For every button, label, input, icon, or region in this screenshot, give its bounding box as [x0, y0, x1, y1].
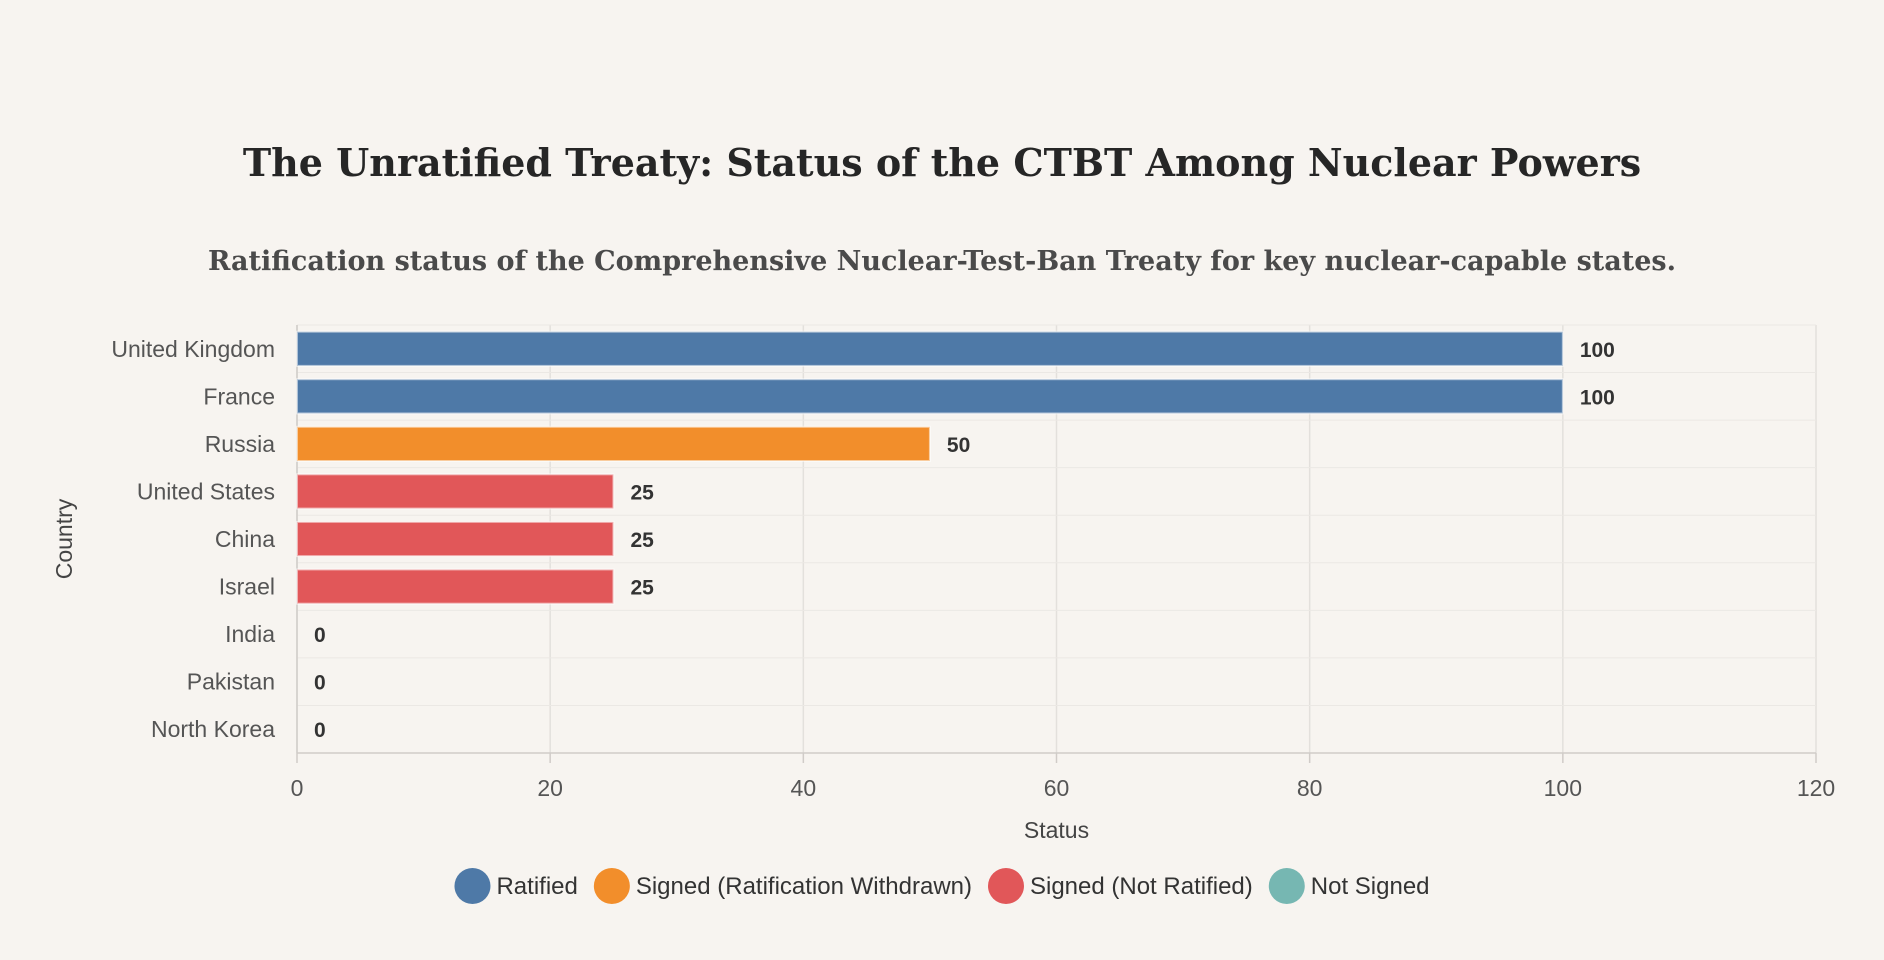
- data-label: 25: [630, 481, 654, 504]
- bar-united-kingdom: [296, 330, 1564, 367]
- y-axis-title: Country: [51, 498, 77, 579]
- legend-label: Signed (Ratification Withdrawn): [636, 873, 972, 900]
- data-label: 25: [630, 577, 654, 600]
- y-tick-label: United Kingdom: [111, 336, 275, 362]
- chart-title: The Unratified Treaty: Status of the CTB…: [242, 140, 1642, 185]
- data-label: 25: [630, 529, 654, 552]
- x-tick-label: 120: [1797, 775, 1835, 801]
- bar-russia: [296, 425, 931, 463]
- x-tick-label: 20: [537, 775, 563, 801]
- legend: Ratified Signed (Ratification Withdrawn) S…: [454, 868, 1430, 904]
- y-tick-label: China: [215, 526, 275, 552]
- x-tick-label: 0: [291, 775, 304, 801]
- y-tick-label: India: [225, 621, 275, 647]
- legend-item-signed-not-ratified[interactable]: Signed (Not Ratified): [987, 868, 1253, 904]
- data-label: 50: [947, 434, 970, 457]
- legend-swatch: [454, 868, 491, 904]
- legend-item-not-signed[interactable]: Not Signed: [1268, 868, 1430, 904]
- y-tick-label: Russia: [205, 431, 276, 457]
- chart-subtitle: Ratification status of the Comprehensive…: [207, 246, 1677, 277]
- y-tick-label: France: [203, 383, 275, 409]
- legend-label: Signed (Not Ratified): [1030, 873, 1253, 900]
- legend-label: Ratified: [496, 873, 577, 900]
- x-tick-label: 60: [1044, 775, 1070, 801]
- bar-france: [296, 378, 1564, 415]
- bar-israel: [296, 568, 615, 605]
- legend-swatch: [593, 868, 630, 904]
- bar-china: [296, 520, 615, 558]
- data-label: 100: [1580, 339, 1615, 362]
- y-tick-label: Pakistan: [187, 669, 275, 695]
- x-axis-title: Status: [1024, 817, 1089, 843]
- data-label: 0: [314, 672, 326, 695]
- bars: [296, 330, 1564, 605]
- bar-united-states: [296, 473, 615, 510]
- legend-item-signed-ratification-withdrawn[interactable]: Signed (Ratification Withdrawn): [593, 868, 972, 904]
- legend-swatch: [1268, 868, 1305, 904]
- legend-swatch: [987, 868, 1024, 904]
- data-label: 0: [314, 719, 326, 742]
- x-tick-label: 40: [791, 775, 817, 801]
- data-labels: 100 100 50 25 25 25 0 0 0: [314, 339, 1615, 742]
- x-tick-labels: 0 20 40 60 80 100 120: [291, 775, 1836, 801]
- y-tick-label: United States: [137, 478, 275, 504]
- data-label: 100: [1580, 386, 1615, 409]
- data-label: 0: [314, 624, 326, 647]
- y-tick-labels: United Kingdom France Russia United States C…: [111, 336, 275, 742]
- x-tick-label: 80: [1297, 775, 1323, 801]
- legend-item-ratified[interactable]: Ratified: [454, 868, 578, 904]
- y-tick-label: North Korea: [151, 716, 275, 742]
- x-tick-label: 100: [1544, 775, 1582, 801]
- legend-label: Not Signed: [1311, 873, 1430, 900]
- y-tick-label: Israel: [219, 574, 275, 600]
